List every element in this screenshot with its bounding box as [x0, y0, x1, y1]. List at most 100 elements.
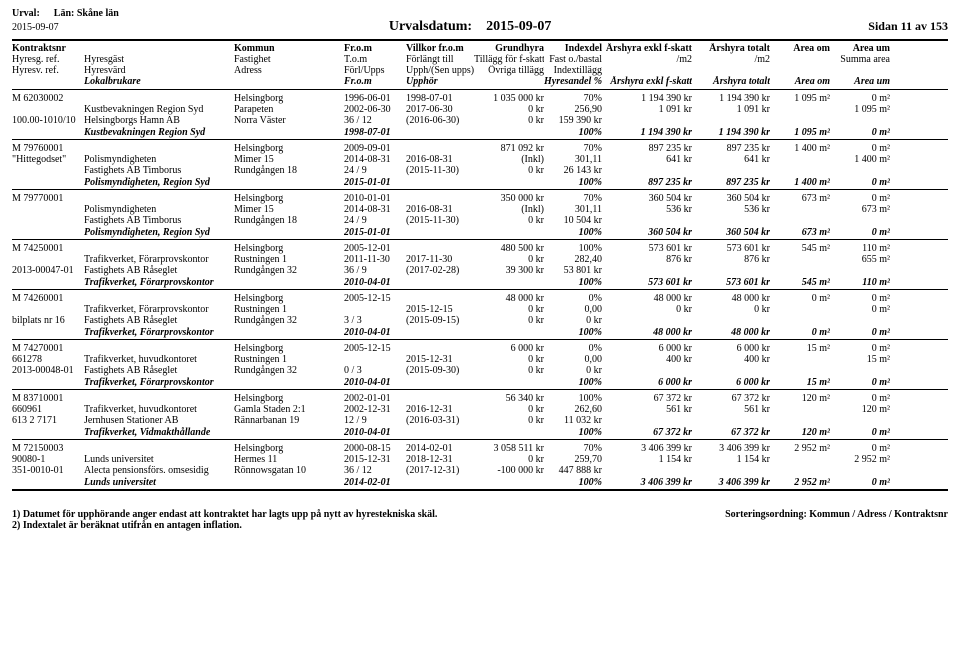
cell: 2014-08-31: [344, 204, 406, 215]
cell: [770, 404, 830, 415]
cell: Trafikverket, Förarprovskontor: [84, 254, 234, 265]
cell: 2014-02-01: [344, 477, 406, 488]
ch: Årshyra totalt: [692, 76, 770, 87]
cell: 100%: [544, 427, 602, 438]
cell: 0 kr: [692, 304, 770, 315]
cell: 536 kr: [692, 204, 770, 215]
cell: [84, 393, 234, 404]
summary-row: Trafikverket, Förarprovskontor2010-04-01…: [12, 376, 948, 390]
cell: 282,40: [544, 254, 602, 265]
cell: 0 m²: [830, 343, 890, 354]
cell: [770, 304, 830, 315]
cell: 56 340 kr: [474, 393, 544, 404]
cell: 0 m²: [830, 377, 890, 388]
cell: 0 m²: [830, 193, 890, 204]
cell: [406, 227, 474, 238]
cell: 400 kr: [602, 354, 692, 365]
table-row: Fastighets AB TimborusRundgången 1824 / …: [12, 165, 948, 176]
cell: 673 m²: [770, 193, 830, 204]
cell: [84, 443, 234, 454]
cell: 15 m²: [830, 354, 890, 365]
cell: 0 kr: [474, 354, 544, 365]
cell: [770, 265, 830, 276]
cell: [770, 254, 830, 265]
cell: 480 500 kr: [474, 243, 544, 254]
cell: [234, 277, 344, 288]
cell: 2005-12-15: [344, 343, 406, 354]
cell: "Hittegodset": [12, 154, 84, 165]
cell: 871 092 kr: [474, 143, 544, 154]
colhdr-row-1: Kontraktsnr Kommun Fr.o.m Villkor fr.o.m…: [12, 43, 948, 54]
cell: 2 952 m²: [770, 477, 830, 488]
cell: 24 / 9: [344, 215, 406, 226]
cell: 2005-12-01: [344, 243, 406, 254]
cell: [406, 393, 474, 404]
cell: 0,00: [544, 354, 602, 365]
cell: 1998-07-01: [406, 93, 474, 104]
cell: [830, 265, 890, 276]
cell: 2016-12-31: [406, 404, 474, 415]
cell: [770, 315, 830, 326]
cell: M 79760001: [12, 143, 84, 154]
cell: 561 kr: [692, 404, 770, 415]
ch: Upphör: [406, 76, 474, 87]
cell: 26 143 kr: [544, 165, 602, 176]
cell: 100%: [544, 127, 602, 138]
cell: 48 000 kr: [602, 327, 692, 338]
cell: (2015-09-30): [406, 365, 474, 376]
cell: 0 kr: [474, 115, 544, 126]
urvalsdatum-value: 2015-09-07: [486, 19, 551, 34]
cell: [830, 465, 890, 476]
cell: 70%: [544, 93, 602, 104]
cell: Rännarbanan 19: [234, 415, 344, 426]
cell: 561 kr: [602, 404, 692, 415]
table-row: bilplats nr 16Fastighets AB RåsegletRund…: [12, 315, 948, 326]
cell: Trafikverket, Förarprovskontor: [84, 277, 234, 288]
cell: [406, 177, 474, 188]
cell: (2015-11-30): [406, 215, 474, 226]
table-row: 351-0010-01Alecta pensionsförs. omsesidi…: [12, 465, 948, 476]
cell: [770, 204, 830, 215]
cell: 100%: [544, 177, 602, 188]
cell: (Inkl): [474, 204, 544, 215]
cell: 573 601 kr: [602, 277, 692, 288]
cell: 1 154 kr: [602, 454, 692, 465]
cell: 262,60: [544, 404, 602, 415]
cell: 36 / 12: [344, 115, 406, 126]
cell: Helsingborg: [234, 193, 344, 204]
header-line-1: Urval: Län: Skåne län: [12, 8, 948, 19]
cell: [474, 427, 544, 438]
cell: [602, 265, 692, 276]
cell: Helsingborgs Hamn AB: [84, 115, 234, 126]
cell: 259,70: [544, 454, 602, 465]
cell: 0 m²: [830, 304, 890, 315]
ch: [474, 76, 544, 87]
cell: 11 032 kr: [544, 415, 602, 426]
cell: Polismyndigheten, Region Syd: [84, 177, 234, 188]
cell: [12, 215, 84, 226]
cell: 0 kr: [474, 415, 544, 426]
cell: 2010-04-01: [344, 427, 406, 438]
table-row: PolismyndighetenMimer 152014-08-312016-0…: [12, 204, 948, 215]
cell: [770, 354, 830, 365]
footer-left: 1) Datumet för upphörande anger endast a…: [12, 509, 437, 531]
cell: [770, 465, 830, 476]
cell: M 62030002: [12, 93, 84, 104]
cell: 660961: [12, 404, 84, 415]
cell: 0 m²: [830, 177, 890, 188]
cell: [84, 93, 234, 104]
cell: 120 m²: [770, 393, 830, 404]
table-row: Kustbevakningen Region SydParapeten2002-…: [12, 104, 948, 115]
page-indicator: Sidan 11 av 153: [868, 19, 948, 34]
cell: 2017-06-30: [406, 104, 474, 115]
table-row: M 83710001Helsingborg2002-01-0156 340 kr…: [12, 393, 948, 404]
cell: [234, 177, 344, 188]
cell: Helsingborg: [234, 293, 344, 304]
cell: Rönnowsgatan 10: [234, 465, 344, 476]
cell: 613 2 7171: [12, 415, 84, 426]
summary-row: Trafikverket, Vidmakthållande2010-04-011…: [12, 426, 948, 440]
colhdr-row-4: Lokalbrukare Fr.o.m Upphör Hyresandel % …: [12, 76, 948, 87]
cell: 573 601 kr: [602, 243, 692, 254]
cell: 100%: [544, 377, 602, 388]
cell: 0 m²: [830, 443, 890, 454]
